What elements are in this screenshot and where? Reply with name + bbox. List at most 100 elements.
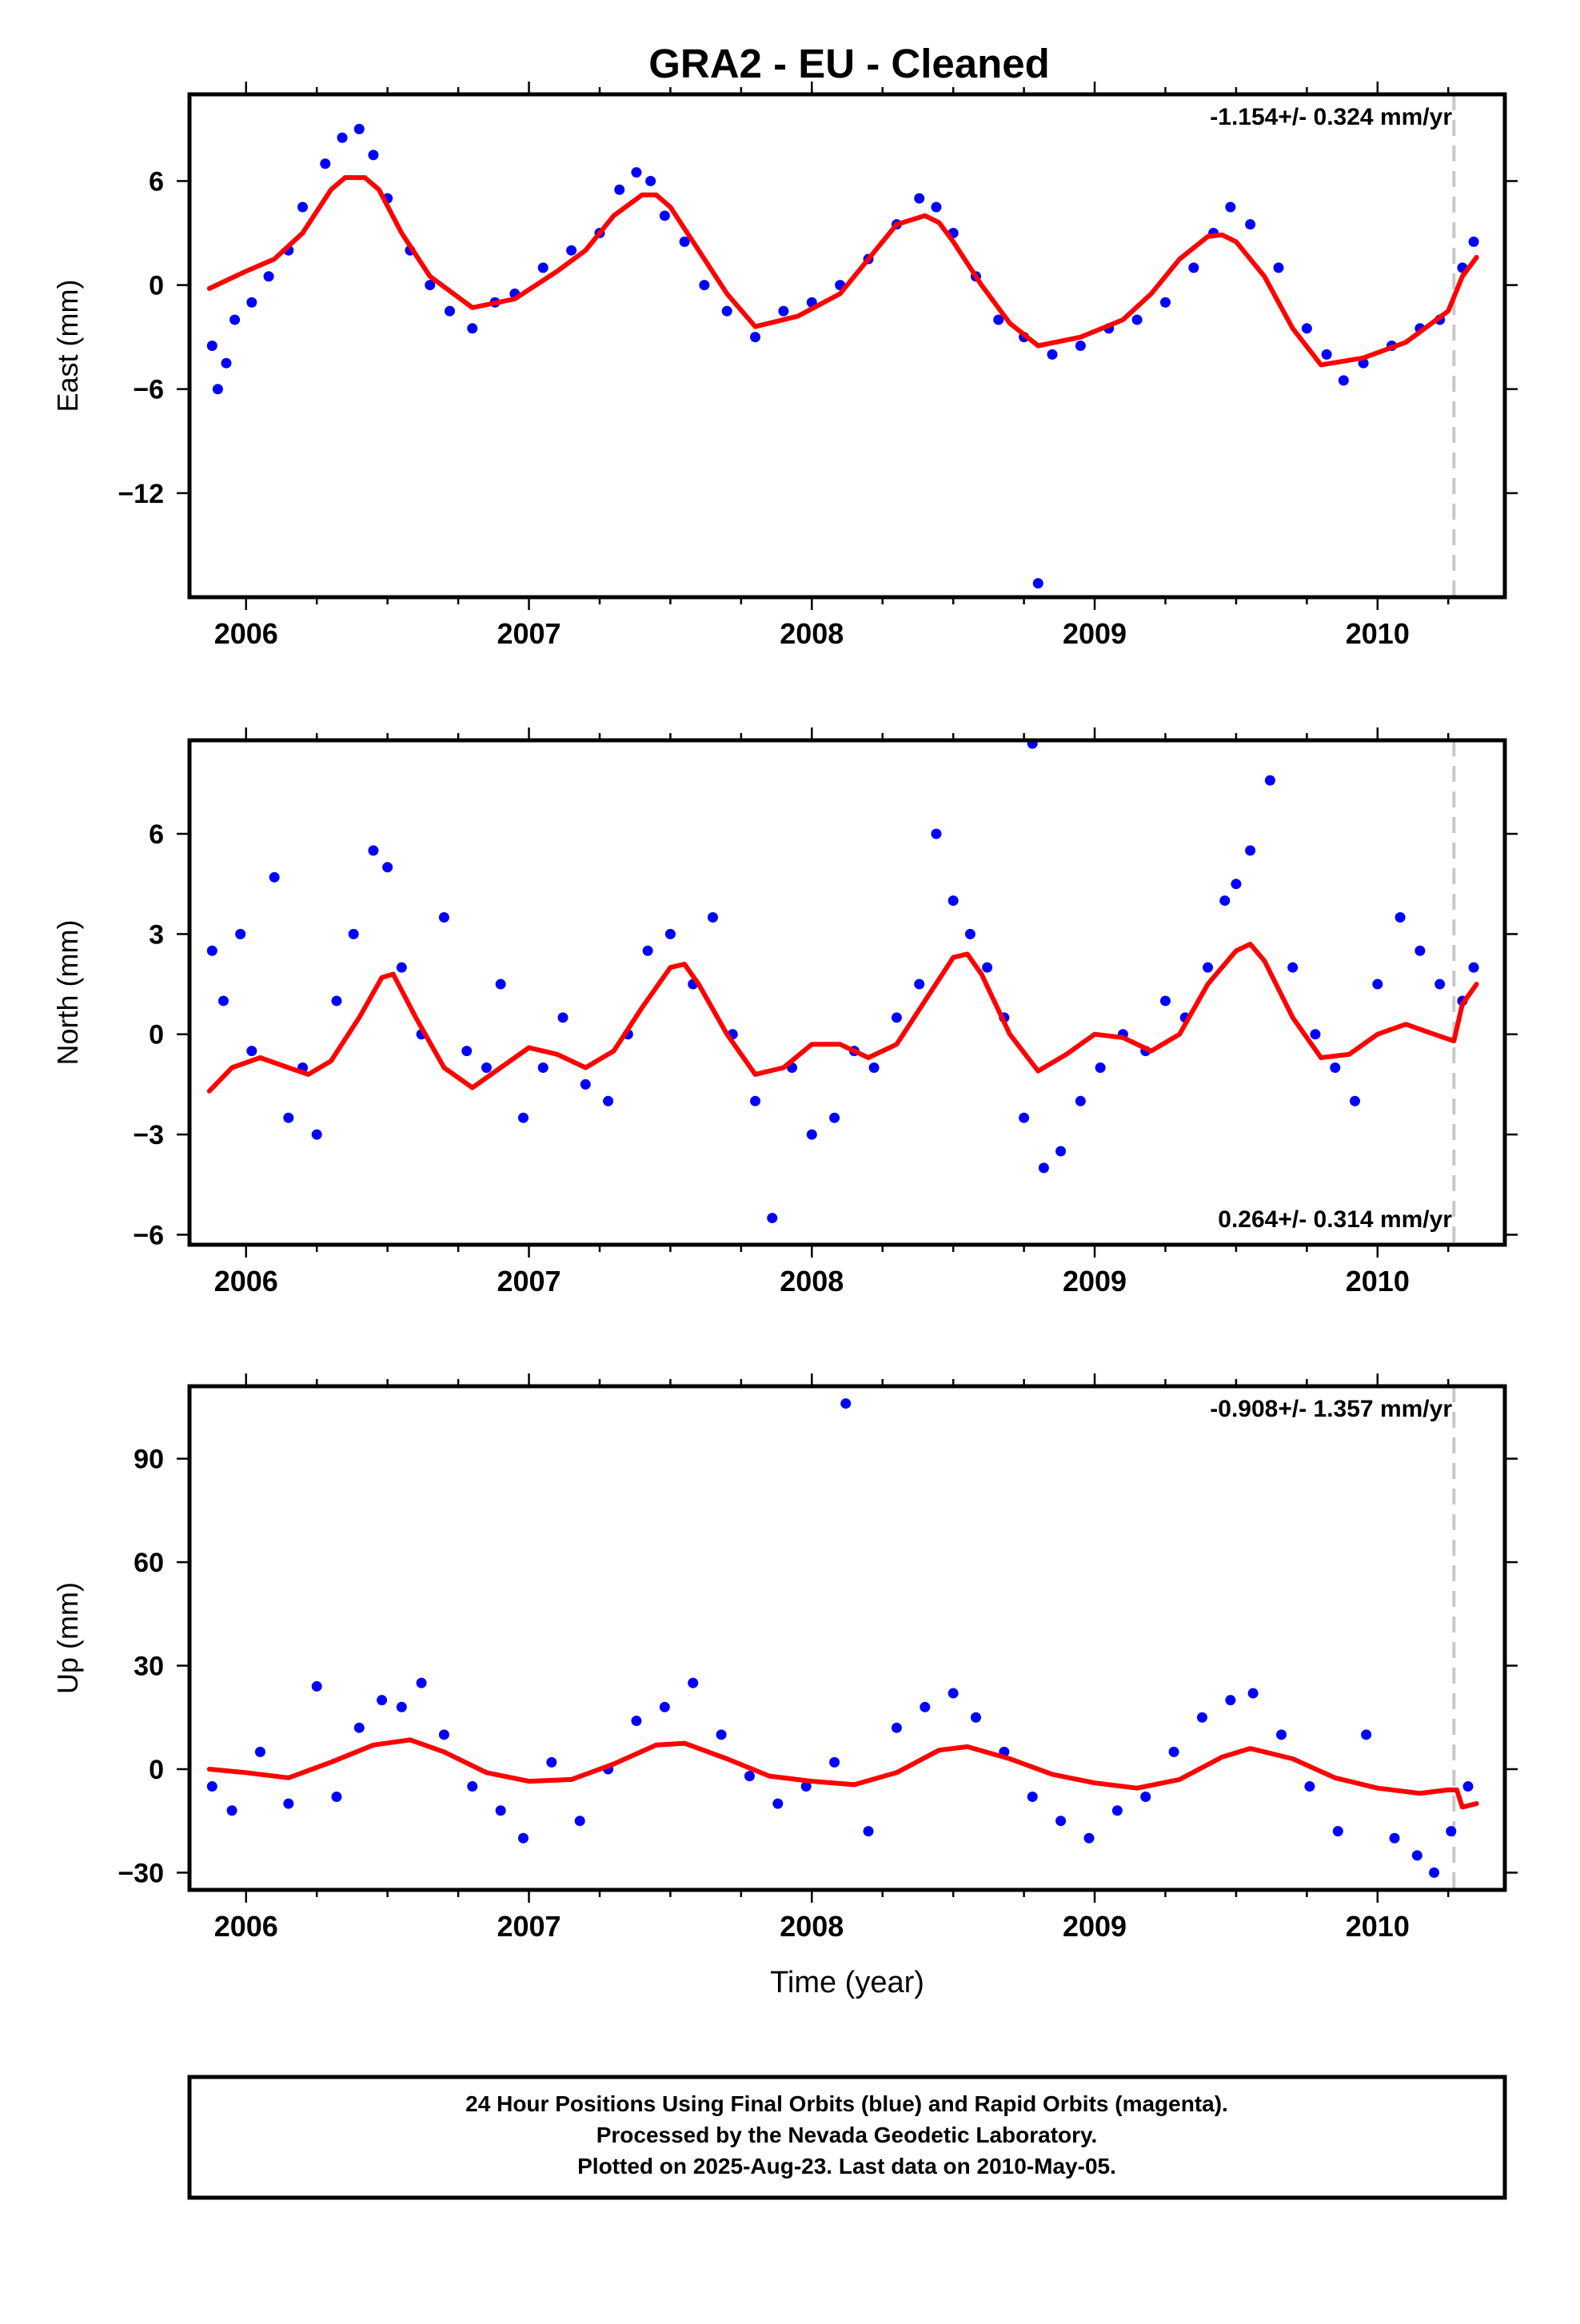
figure-title: GRA2 - EU - Cleaned xyxy=(648,41,1050,86)
data-point xyxy=(1027,740,1038,749)
data-point xyxy=(1168,1746,1179,1757)
data-point xyxy=(800,1781,812,1792)
data-point xyxy=(1330,1062,1341,1074)
rate-label: -0.908+/- 1.357 mm/yr xyxy=(1210,1396,1452,1422)
data-point xyxy=(982,962,993,973)
info-line-1: 24 Hour Positions Using Final Orbits (bl… xyxy=(465,2091,1228,2116)
data-point xyxy=(246,1046,257,1057)
data-point xyxy=(1462,1781,1474,1792)
data-point xyxy=(767,1213,778,1224)
y-tick-label: −6 xyxy=(133,375,164,405)
plot-frame xyxy=(187,92,1507,600)
x-tick-label: 2010 xyxy=(1346,1910,1410,1943)
x-tick-label: 2007 xyxy=(497,1265,561,1298)
data-point xyxy=(931,201,942,213)
info-line-3: Plotted on 2025-Aug-23. Last data on 201… xyxy=(577,2154,1116,2179)
data-point xyxy=(1350,1095,1361,1106)
data-point xyxy=(1414,945,1426,956)
data-point xyxy=(778,305,789,317)
model-fit-line xyxy=(206,1737,1479,1810)
data-point xyxy=(1075,1095,1086,1106)
x-tick-label: 2010 xyxy=(1346,617,1410,650)
data-point xyxy=(263,271,274,282)
data-point xyxy=(1019,1112,1030,1123)
data-point xyxy=(1468,236,1479,247)
data-point xyxy=(1140,1791,1151,1802)
data-point xyxy=(537,262,549,273)
data-point xyxy=(1095,1062,1106,1074)
data-point xyxy=(1196,1712,1207,1723)
data-point xyxy=(631,1716,642,1727)
data-point xyxy=(368,845,379,856)
data-point xyxy=(566,245,577,256)
data-point xyxy=(645,175,656,186)
data-point xyxy=(495,1805,506,1816)
data-point xyxy=(1372,979,1383,990)
data-point xyxy=(863,1826,874,1837)
data-point xyxy=(970,1712,981,1723)
data-point xyxy=(467,323,478,334)
data-point xyxy=(495,979,506,990)
x-tick-label: 2009 xyxy=(1063,617,1127,650)
data-point xyxy=(993,314,1004,325)
data-point xyxy=(1446,1826,1457,1837)
data-point xyxy=(444,305,455,317)
data-point xyxy=(948,895,959,907)
x-tick-label: 2006 xyxy=(214,617,278,650)
data-point xyxy=(1245,219,1256,230)
data-point xyxy=(229,314,241,325)
data-point xyxy=(1075,341,1086,351)
data-point xyxy=(481,1062,492,1074)
data-point xyxy=(829,1756,840,1768)
data-point xyxy=(467,1781,478,1792)
data-point xyxy=(688,1677,699,1688)
data-point xyxy=(368,149,379,161)
info-box-frame xyxy=(187,2075,1507,2200)
data-point xyxy=(1159,995,1171,1007)
x-tick-label: 2010 xyxy=(1346,1265,1410,1298)
x-tick-label: 2007 xyxy=(497,1910,561,1943)
data-point xyxy=(1468,962,1479,973)
model-fit-line xyxy=(206,175,1479,368)
data-point xyxy=(517,1832,529,1844)
data-point xyxy=(840,1398,852,1409)
data-point xyxy=(699,280,710,291)
data-point xyxy=(721,305,732,317)
y-tick-label: −6 xyxy=(133,1220,164,1250)
data-point xyxy=(603,1095,614,1106)
data-point xyxy=(269,871,280,883)
data-point xyxy=(1429,1867,1440,1878)
data-point xyxy=(226,1805,237,1816)
y-tick-label: 60 xyxy=(134,1548,164,1578)
data-point xyxy=(283,1112,294,1123)
y-axis-label: East (mm) xyxy=(51,280,84,413)
data-point xyxy=(1310,1029,1321,1040)
data-point xyxy=(1287,962,1299,973)
data-point xyxy=(1047,349,1058,360)
data-point xyxy=(1203,962,1214,973)
plot-area xyxy=(206,1386,1479,1890)
data-point xyxy=(206,945,217,956)
data-point xyxy=(246,297,257,308)
data-point xyxy=(461,1046,473,1057)
data-point xyxy=(716,1729,727,1740)
y-tick-label: 90 xyxy=(134,1445,164,1475)
data-point xyxy=(891,1722,902,1733)
data-point xyxy=(948,1688,959,1699)
data-point xyxy=(891,1012,902,1023)
y-tick-label: 0 xyxy=(149,1755,164,1785)
data-point xyxy=(382,862,393,873)
data-point xyxy=(931,828,942,839)
data-point xyxy=(772,1798,784,1809)
data-point xyxy=(1225,201,1236,213)
data-point xyxy=(1273,262,1284,273)
y-tick-label: −3 xyxy=(133,1120,164,1150)
data-point xyxy=(1411,1850,1422,1861)
data-point xyxy=(1304,1781,1315,1792)
data-point xyxy=(311,1129,322,1140)
data-point xyxy=(1338,375,1349,386)
rate-label: 0.264+/- 0.314 mm/yr xyxy=(1218,1206,1452,1233)
data-point xyxy=(1276,1729,1287,1740)
